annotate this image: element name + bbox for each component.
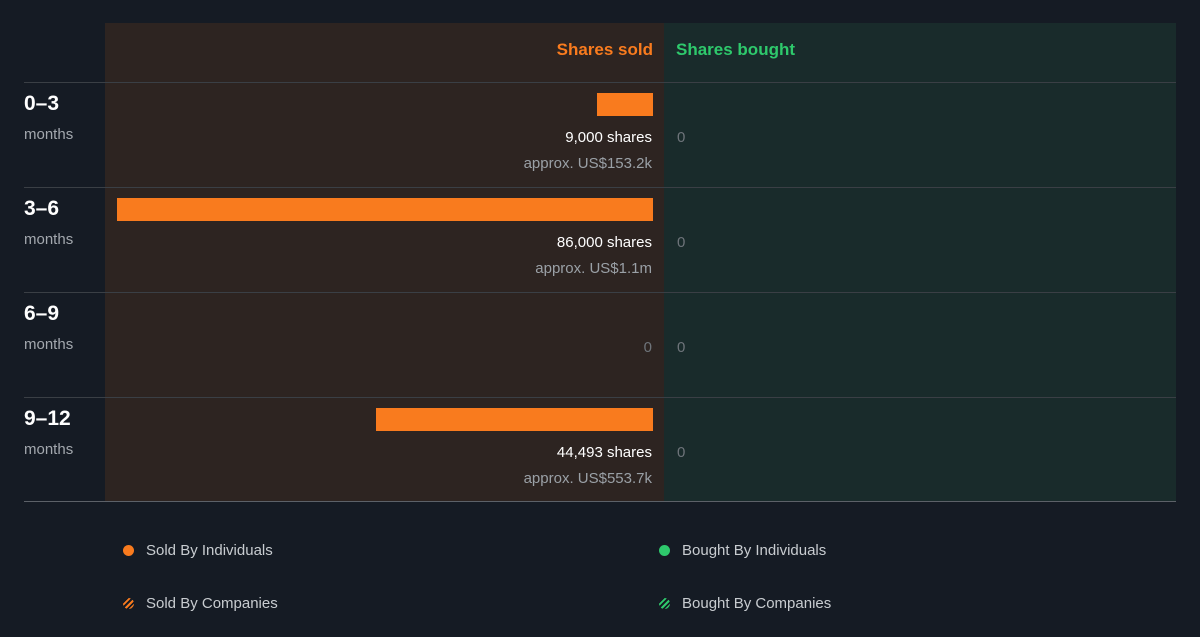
- row-divider: [24, 292, 1176, 293]
- bought-zero-label: 0: [677, 339, 686, 356]
- row-divider: [24, 397, 1176, 398]
- sold-shares-label: 86,000 shares: [556, 234, 652, 251]
- legend-sold-companies[interactable]: Sold By Companies: [123, 595, 278, 612]
- sold-value-label: approx. US$553.7k: [523, 470, 652, 487]
- period-label: 9–12: [24, 407, 71, 430]
- legend-sold-individuals[interactable]: Sold By Individuals: [123, 542, 273, 559]
- sold-value-label: approx. US$153.2k: [523, 155, 652, 172]
- period-label: 6–9: [24, 302, 60, 325]
- shares-sold-header: Shares sold: [556, 40, 653, 59]
- period-unit: months: [24, 336, 74, 353]
- period-unit: months: [24, 231, 74, 248]
- sold-bar-3-6[interactable]: [117, 198, 653, 221]
- sold-zero-label: 0: [643, 339, 652, 356]
- row-divider: [24, 82, 1176, 83]
- sold-bar-0-3[interactable]: [597, 93, 653, 116]
- green-striped-dot-icon: [659, 598, 670, 609]
- legend-bought-individuals[interactable]: Bought By Individuals: [659, 542, 826, 559]
- shares-bought-panel: [664, 23, 1176, 501]
- shares-bought-header: Shares bought: [676, 40, 796, 59]
- sold-shares-label: 9,000 shares: [565, 129, 652, 146]
- legend-label: Sold By Companies: [146, 595, 278, 612]
- legend-bought-companies[interactable]: Bought By Companies: [659, 595, 831, 612]
- sold-value-label: approx. US$1.1m: [535, 260, 652, 277]
- orange-dot-icon: [123, 545, 134, 556]
- period-label: 3–6: [24, 197, 60, 220]
- bottom-axis-line: [24, 501, 1176, 502]
- orange-striped-dot-icon: [123, 598, 134, 609]
- sold-bar-9-12[interactable]: [376, 408, 653, 431]
- bought-zero-label: 0: [677, 444, 686, 461]
- sold-shares-label: 44,493 shares: [556, 444, 652, 461]
- period-unit: months: [24, 441, 74, 458]
- bought-zero-label: 0: [677, 129, 686, 146]
- period-unit: months: [24, 126, 74, 143]
- bought-zero-label: 0: [677, 234, 686, 251]
- green-dot-icon: [659, 545, 670, 556]
- row-divider: [24, 187, 1176, 188]
- legend-label: Sold By Individuals: [146, 542, 273, 559]
- legend-label: Bought By Companies: [682, 595, 832, 612]
- legend-label: Bought By Individuals: [682, 542, 827, 559]
- period-label: 0–3: [24, 92, 60, 115]
